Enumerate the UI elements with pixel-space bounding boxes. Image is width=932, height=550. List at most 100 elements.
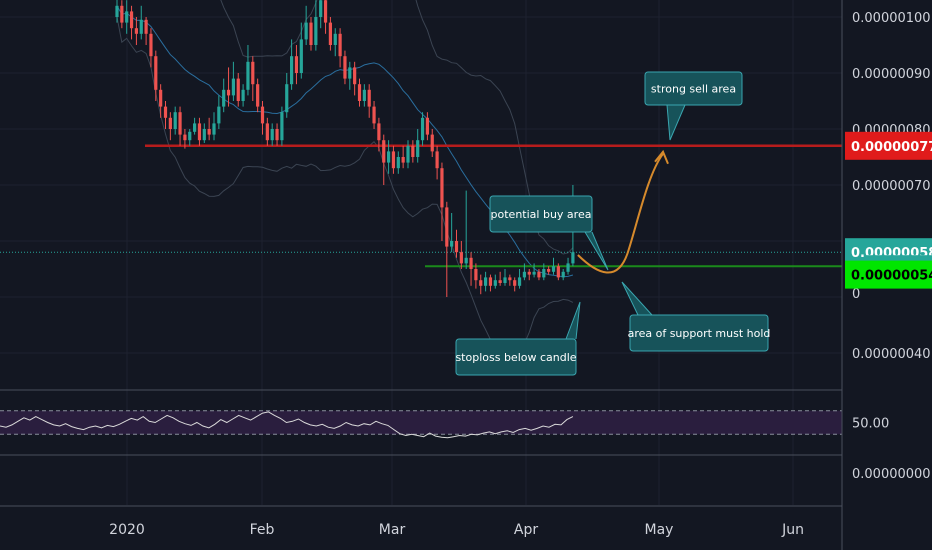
- candle-60[interactable]: [406, 140, 410, 169]
- candle-55[interactable]: [382, 134, 386, 185]
- candle-87[interactable]: [537, 269, 541, 281]
- candle-18[interactable]: [202, 123, 206, 143]
- candle-5[interactable]: [139, 5, 143, 40]
- candle-9[interactable]: [159, 84, 163, 118]
- potential-buy-area-callout[interactable]: potential buy area: [489, 195, 609, 271]
- candle-74[interactable]: [474, 263, 478, 289]
- candle-10[interactable]: [163, 101, 168, 129]
- candle-78[interactable]: [493, 274, 497, 289]
- candle-76[interactable]: [484, 271, 488, 292]
- candle-41[interactable]: [314, 0, 318, 51]
- candle-89[interactable]: [547, 266, 551, 275]
- candle-71[interactable]: [459, 241, 463, 269]
- resistance-badge[interactable]: 0.00000077: [845, 131, 932, 160]
- candle-51[interactable]: [362, 84, 366, 107]
- candle-92[interactable]: [561, 269, 565, 281]
- candle-85[interactable]: [527, 269, 531, 281]
- candle-50[interactable]: [357, 78, 362, 107]
- candle-36[interactable]: [290, 39, 294, 90]
- candle-64[interactable]: [425, 112, 429, 141]
- candle-39[interactable]: [304, 5, 308, 45]
- candle-30[interactable]: [260, 101, 265, 135]
- candle-26[interactable]: [241, 84, 245, 107]
- stoploss-callout[interactable]: stoploss below candle: [455, 301, 581, 376]
- candle-57[interactable]: [391, 145, 396, 174]
- candle-40[interactable]: [309, 17, 313, 51]
- candle-27[interactable]: [246, 45, 250, 96]
- candle-56[interactable]: [387, 140, 391, 174]
- candle-70[interactable]: [454, 229, 459, 258]
- candle-23[interactable]: [226, 67, 231, 107]
- candle-93[interactable]: [566, 257, 570, 275]
- candle-72[interactable]: [464, 190, 468, 269]
- candle-4[interactable]: [134, 17, 138, 45]
- candle-17[interactable]: [197, 117, 202, 146]
- candle-11[interactable]: [168, 112, 172, 141]
- candle-77[interactable]: [488, 274, 493, 292]
- candle-22[interactable]: [222, 78, 226, 113]
- candle-69[interactable]: [450, 213, 454, 253]
- candle-59[interactable]: [401, 145, 405, 169]
- candle-28[interactable]: [251, 56, 255, 101]
- candle-7[interactable]: [149, 28, 153, 68]
- candle-54[interactable]: [377, 117, 381, 152]
- candle-44[interactable]: [328, 17, 332, 51]
- candle-19[interactable]: [207, 117, 211, 141]
- candle-88[interactable]: [542, 263, 546, 281]
- candle-82[interactable]: [513, 277, 517, 292]
- candle-80[interactable]: [503, 269, 507, 286]
- candle-1[interactable]: [120, 0, 124, 29]
- candle-75[interactable]: [479, 274, 483, 295]
- candle-58[interactable]: [396, 151, 400, 174]
- candle-21[interactable]: [217, 95, 221, 129]
- candle-13[interactable]: [178, 106, 182, 146]
- candle-37[interactable]: [294, 45, 299, 85]
- candle-0[interactable]: [115, 0, 119, 23]
- candle-12[interactable]: [173, 106, 177, 135]
- candle-15[interactable]: [188, 129, 192, 146]
- candle-2[interactable]: [125, 0, 129, 34]
- candle-45[interactable]: [333, 28, 337, 57]
- candle-32[interactable]: [270, 123, 274, 146]
- candle-91[interactable]: [556, 263, 560, 281]
- candle-24[interactable]: [231, 61, 235, 101]
- candle-35[interactable]: [285, 73, 289, 118]
- candle-46[interactable]: [338, 28, 342, 68]
- candle-14[interactable]: [183, 129, 187, 149]
- candle-61[interactable]: [411, 140, 415, 163]
- candle-31[interactable]: [265, 117, 269, 146]
- candle-3[interactable]: [129, 5, 134, 40]
- candle-52[interactable]: [367, 84, 371, 118]
- candle-62[interactable]: [416, 129, 420, 163]
- candle-84[interactable]: [522, 263, 526, 281]
- candle-73[interactable]: [469, 252, 473, 286]
- candle-68[interactable]: [445, 201, 449, 297]
- candle-86[interactable]: [532, 263, 536, 278]
- candle-48[interactable]: [348, 61, 352, 90]
- candle-90[interactable]: [551, 257, 556, 275]
- candle-38[interactable]: [299, 22, 303, 79]
- candle-83[interactable]: [517, 269, 522, 289]
- candle-63[interactable]: [420, 112, 425, 146]
- candle-8[interactable]: [154, 50, 158, 101]
- support-badge[interactable]: 0.00000054: [845, 260, 932, 289]
- candle-66[interactable]: [435, 145, 439, 180]
- candle-6[interactable]: [144, 17, 148, 45]
- candle-33[interactable]: [275, 123, 279, 146]
- candle-81[interactable]: [508, 274, 512, 286]
- candle-65[interactable]: [430, 129, 434, 157]
- area-of-support-callout[interactable]: area of support must hold: [621, 281, 770, 352]
- candle-47[interactable]: [343, 50, 347, 85]
- candle-42[interactable]: [319, 0, 323, 29]
- candle-43[interactable]: [323, 0, 328, 34]
- strong-sell-area-callout[interactable]: strong sell area: [644, 71, 743, 141]
- candle-67[interactable]: [440, 162, 444, 241]
- candle-79[interactable]: [498, 271, 502, 286]
- candle-53[interactable]: [372, 101, 376, 129]
- candle-49[interactable]: [353, 61, 357, 96]
- candle-34[interactable]: [280, 106, 284, 146]
- candle-25[interactable]: [236, 73, 240, 107]
- candle-16[interactable]: [193, 117, 197, 135]
- candle-20[interactable]: [212, 112, 216, 141]
